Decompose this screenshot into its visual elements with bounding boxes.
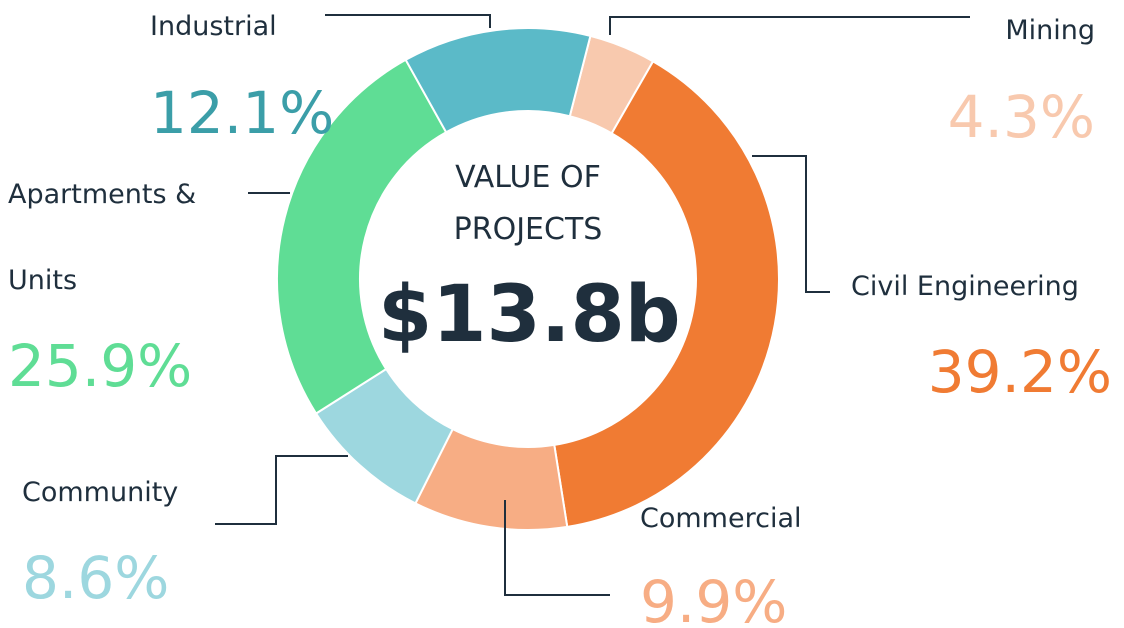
segment-value-label: 4.3% <box>947 83 1095 151</box>
donut-segment <box>553 59 780 529</box>
segment-label: Mining <box>1005 15 1095 46</box>
leader-line <box>504 500 610 596</box>
segment-value-label: 12.1% <box>150 79 335 147</box>
segment-value-label: 9.9% <box>640 568 788 628</box>
center-total: $13.8b <box>378 270 681 360</box>
leader-line <box>325 14 491 28</box>
donut-segment <box>276 58 448 415</box>
segment-value-label: 39.2% <box>927 338 1112 406</box>
leader-line <box>215 455 348 525</box>
center-title: VALUE OF PROJECTS <box>453 160 603 247</box>
segment-label: Industrial <box>150 11 277 42</box>
segment-label: Civil Engineering <box>851 271 1079 302</box>
segment-label: Apartments & Units <box>8 179 197 296</box>
segment-label: Commercial <box>640 503 802 534</box>
leader-line <box>752 155 830 293</box>
segment-value-label: 8.6% <box>22 544 170 612</box>
segment-value-label: 25.9% <box>8 332 193 400</box>
leader-line <box>609 16 970 35</box>
segment-label: Community <box>22 477 179 508</box>
donut-segment <box>404 27 592 134</box>
